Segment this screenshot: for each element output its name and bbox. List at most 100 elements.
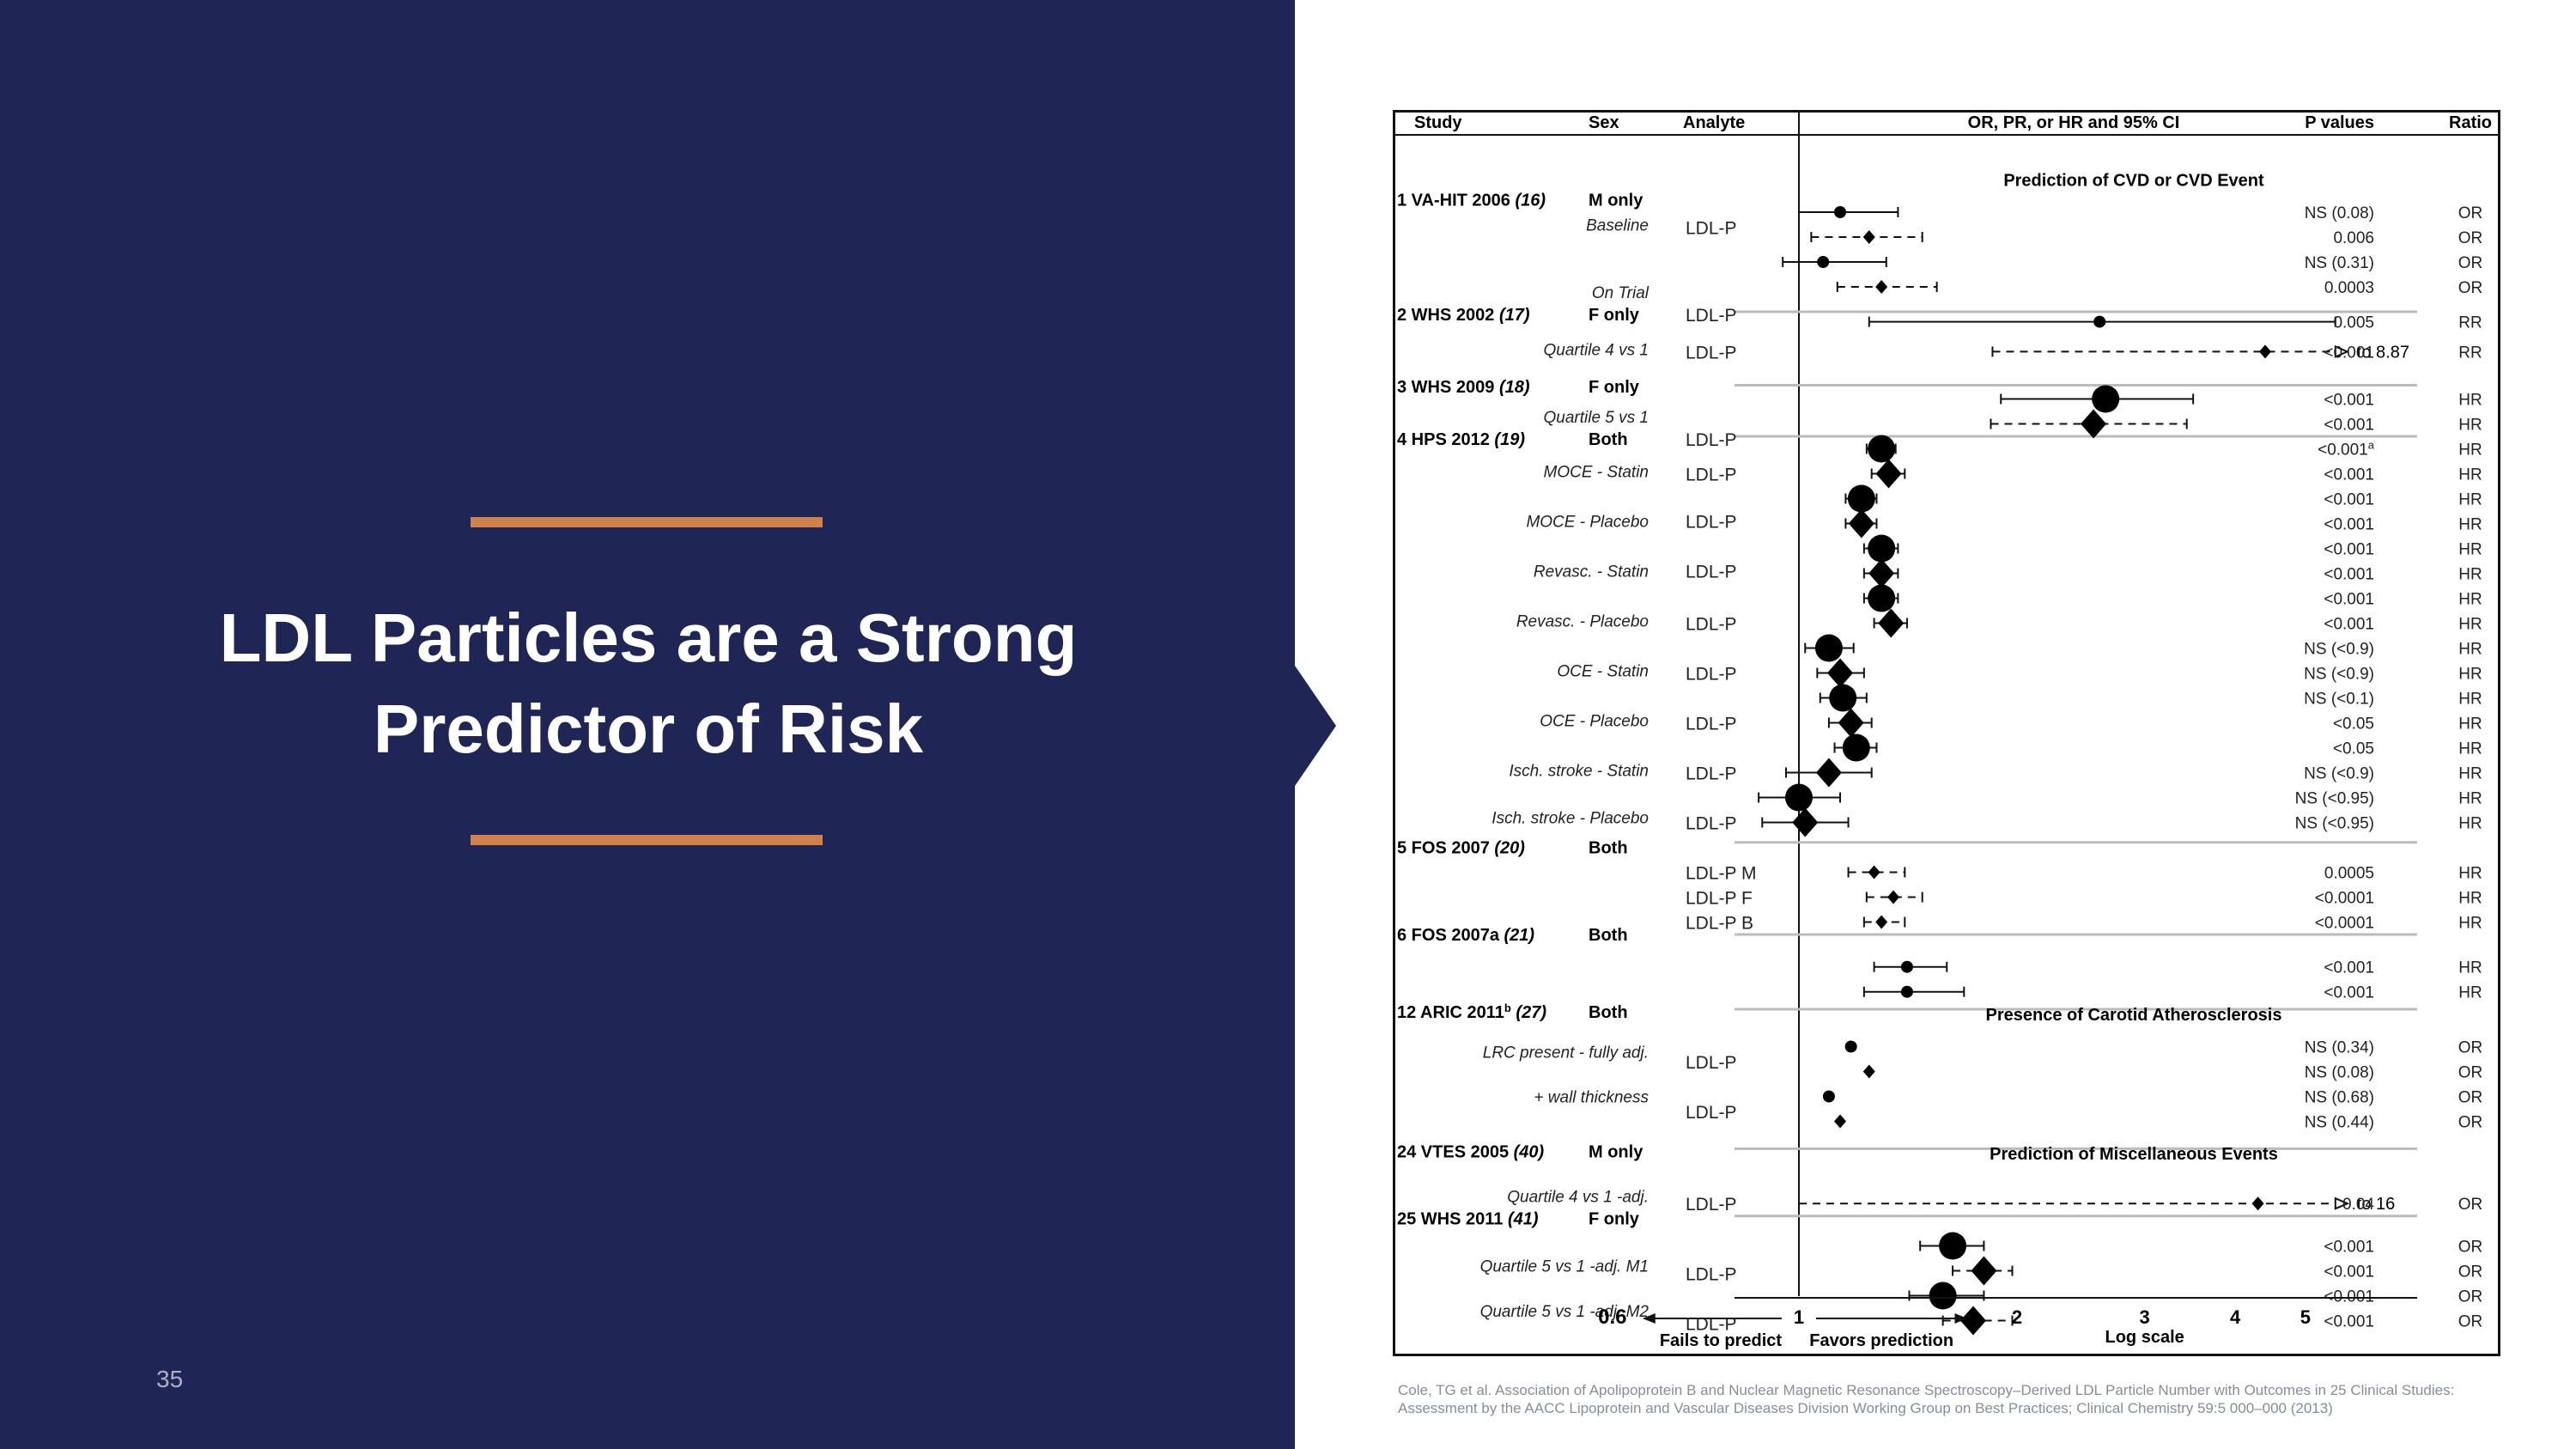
p-value-text: <0.001	[2324, 1263, 2374, 1282]
estimate-dot	[1822, 1090, 1835, 1103]
analyte-label: LDL-P	[1686, 513, 1737, 533]
x-axis-left-label: Fails to predict	[1660, 1331, 1783, 1350]
ratio-type: HR	[2458, 959, 2482, 977]
ratio-type: HR	[2458, 491, 2482, 509]
ratio-type: HR	[2458, 641, 2482, 659]
ratio-type: RR	[2458, 344, 2482, 362]
subgroup-label: Isch. stroke - Placebo	[1492, 810, 1649, 828]
ratio-type: HR	[2458, 392, 2482, 410]
ratio-type: HR	[2458, 715, 2482, 734]
estimate-dot	[1900, 985, 1913, 998]
analyte-label: LDL-P	[1686, 430, 1737, 450]
study-reference: (21)	[1499, 926, 1534, 945]
p-value-text: <0.0001	[2315, 915, 2374, 933]
ci-arrow	[2334, 1196, 2350, 1210]
analyte-label: LDL-P M	[1686, 864, 1756, 884]
analyte-label: LDL-P	[1686, 814, 1737, 834]
subgroup-label: Revasc. - Statin	[1534, 563, 1649, 581]
subgroup-label: OCE - Placebo	[1540, 713, 1649, 731]
forest-plot: Study Sex Analyte OR, PR, or HR and 95% CI P…	[1395, 113, 2498, 1350]
subgroup-label: Quartile 4 vs 1 -adj.	[1507, 1189, 1649, 1207]
ratio-type: OR	[2458, 279, 2483, 297]
subgroup-label: Isch. stroke - Statin	[1509, 763, 1649, 781]
subgroup-label: Quartile 5 vs 1 -adj. M1	[1480, 1258, 1649, 1276]
ratio-type: OR	[2458, 254, 2483, 272]
estimate-diamond	[1838, 708, 1864, 738]
ratio-type: HR	[2458, 591, 2482, 609]
study-reference: (41)	[1503, 1210, 1538, 1229]
analyte-label: LDL-P	[1686, 1195, 1737, 1215]
p-value: 0.0005	[2324, 865, 2374, 883]
p-value: 0.006	[2333, 229, 2374, 247]
ratio-type: OR	[2458, 1196, 2483, 1214]
accent-rule-top	[471, 517, 823, 527]
study-sex: F only	[1589, 1210, 1640, 1229]
ratio-type: HR	[2458, 984, 2482, 1002]
p-value: <0.001	[2324, 1263, 2374, 1282]
analyte-label: LDL-P	[1686, 1053, 1737, 1073]
p-value-text: <0.001	[2324, 959, 2374, 977]
ratio-type: HR	[2458, 691, 2482, 709]
analyte-label: LDL-P F	[1686, 889, 1753, 909]
ci-note: to 16	[2357, 1195, 2395, 1214]
study-name: 1 VA-HIT 2006	[1397, 192, 1510, 210]
arrow-favors-head	[1954, 1313, 1968, 1324]
p-value: <0.0001	[2315, 915, 2374, 933]
estimate-diamond	[1815, 758, 1842, 788]
p-value: <0.001	[2324, 466, 2374, 484]
ratio-type: HR	[2458, 616, 2482, 634]
ratio-type: HR	[2458, 541, 2482, 559]
p-value-text: <0.05	[2333, 740, 2374, 758]
estimate-dot	[1844, 1040, 1857, 1053]
estimate-diamond	[1886, 890, 1899, 904]
ratio-type: HR	[2458, 566, 2482, 584]
header-ratio: Ratio	[2449, 113, 2492, 132]
study-name: 12 ARIC 2011	[1397, 1003, 1504, 1022]
section-heading: Prediction of Miscellaneous Events	[1990, 1145, 2278, 1164]
p-value-text: <0.001	[2324, 392, 2374, 410]
estimate-dot	[1868, 534, 1896, 563]
p-value: <0.001	[2324, 541, 2374, 559]
subgroup-label: Quartile 4 vs 1	[1544, 342, 1649, 360]
header-analyte: Analyte	[1683, 113, 1745, 132]
p-value: NS (0.08)	[2305, 1064, 2374, 1082]
p-value: NS (0.31)	[2305, 254, 2374, 272]
p-value: NS (<0.1)	[2304, 691, 2374, 709]
analyte-label: LDL-P	[1686, 1314, 1737, 1334]
study-name: 5 FOS 2007	[1397, 839, 1490, 858]
p-value-text: <0.0001	[2315, 890, 2374, 908]
p-value: NS (<0.9)	[2304, 666, 2374, 684]
study-sex: F only	[1589, 378, 1640, 397]
p-value: <0.001	[2324, 1313, 2374, 1331]
p-value-text: 0.04	[2342, 1196, 2374, 1214]
p-value: 0.005	[2333, 314, 2374, 332]
analyte-label: LDL-P	[1686, 715, 1737, 734]
subgroup-label: + wall thickness	[1534, 1089, 1649, 1107]
estimate-diamond	[1971, 1256, 1997, 1286]
subgroup-label: LRC present - fully adj.	[1483, 1044, 1649, 1062]
x-tick-label: 4	[2230, 1306, 2241, 1328]
header-sex: Sex	[1589, 113, 1619, 132]
p-value: NS (<0.95)	[2295, 815, 2374, 833]
slide-title-line2: Predictor of Risk	[373, 691, 924, 767]
p-value: <0.001	[2324, 344, 2374, 362]
estimate-dot	[2092, 385, 2120, 413]
p-value-text: NS (0.34)	[2305, 1039, 2374, 1057]
x-tick-label: 5	[2300, 1306, 2311, 1328]
ratio-type: HR	[2458, 441, 2482, 460]
estimate-dot	[1817, 256, 1830, 268]
study-sex: Both	[1589, 1003, 1628, 1022]
ratio-type: OR	[2458, 1114, 2483, 1132]
p-value: NS (<0.9)	[2304, 765, 2374, 783]
section-heading: Prediction of CVD or CVD Event	[2003, 171, 2264, 190]
study-label: 6 FOS 2007a (21)	[1397, 926, 1534, 945]
study-sex: F only	[1589, 306, 1640, 325]
estimate-dot	[1785, 783, 1813, 812]
subgroup-label: Quartile 5 vs 1	[1544, 409, 1649, 427]
p-value: <0.001	[2324, 1239, 2374, 1257]
subgroup-label: Baseline	[1586, 217, 1649, 235]
estimate-dot	[1868, 584, 1896, 612]
subgroup-label: Revasc. - Placebo	[1516, 613, 1649, 631]
subgroup-label: On Trial	[1592, 284, 1649, 302]
page-number: 35	[156, 1366, 184, 1392]
